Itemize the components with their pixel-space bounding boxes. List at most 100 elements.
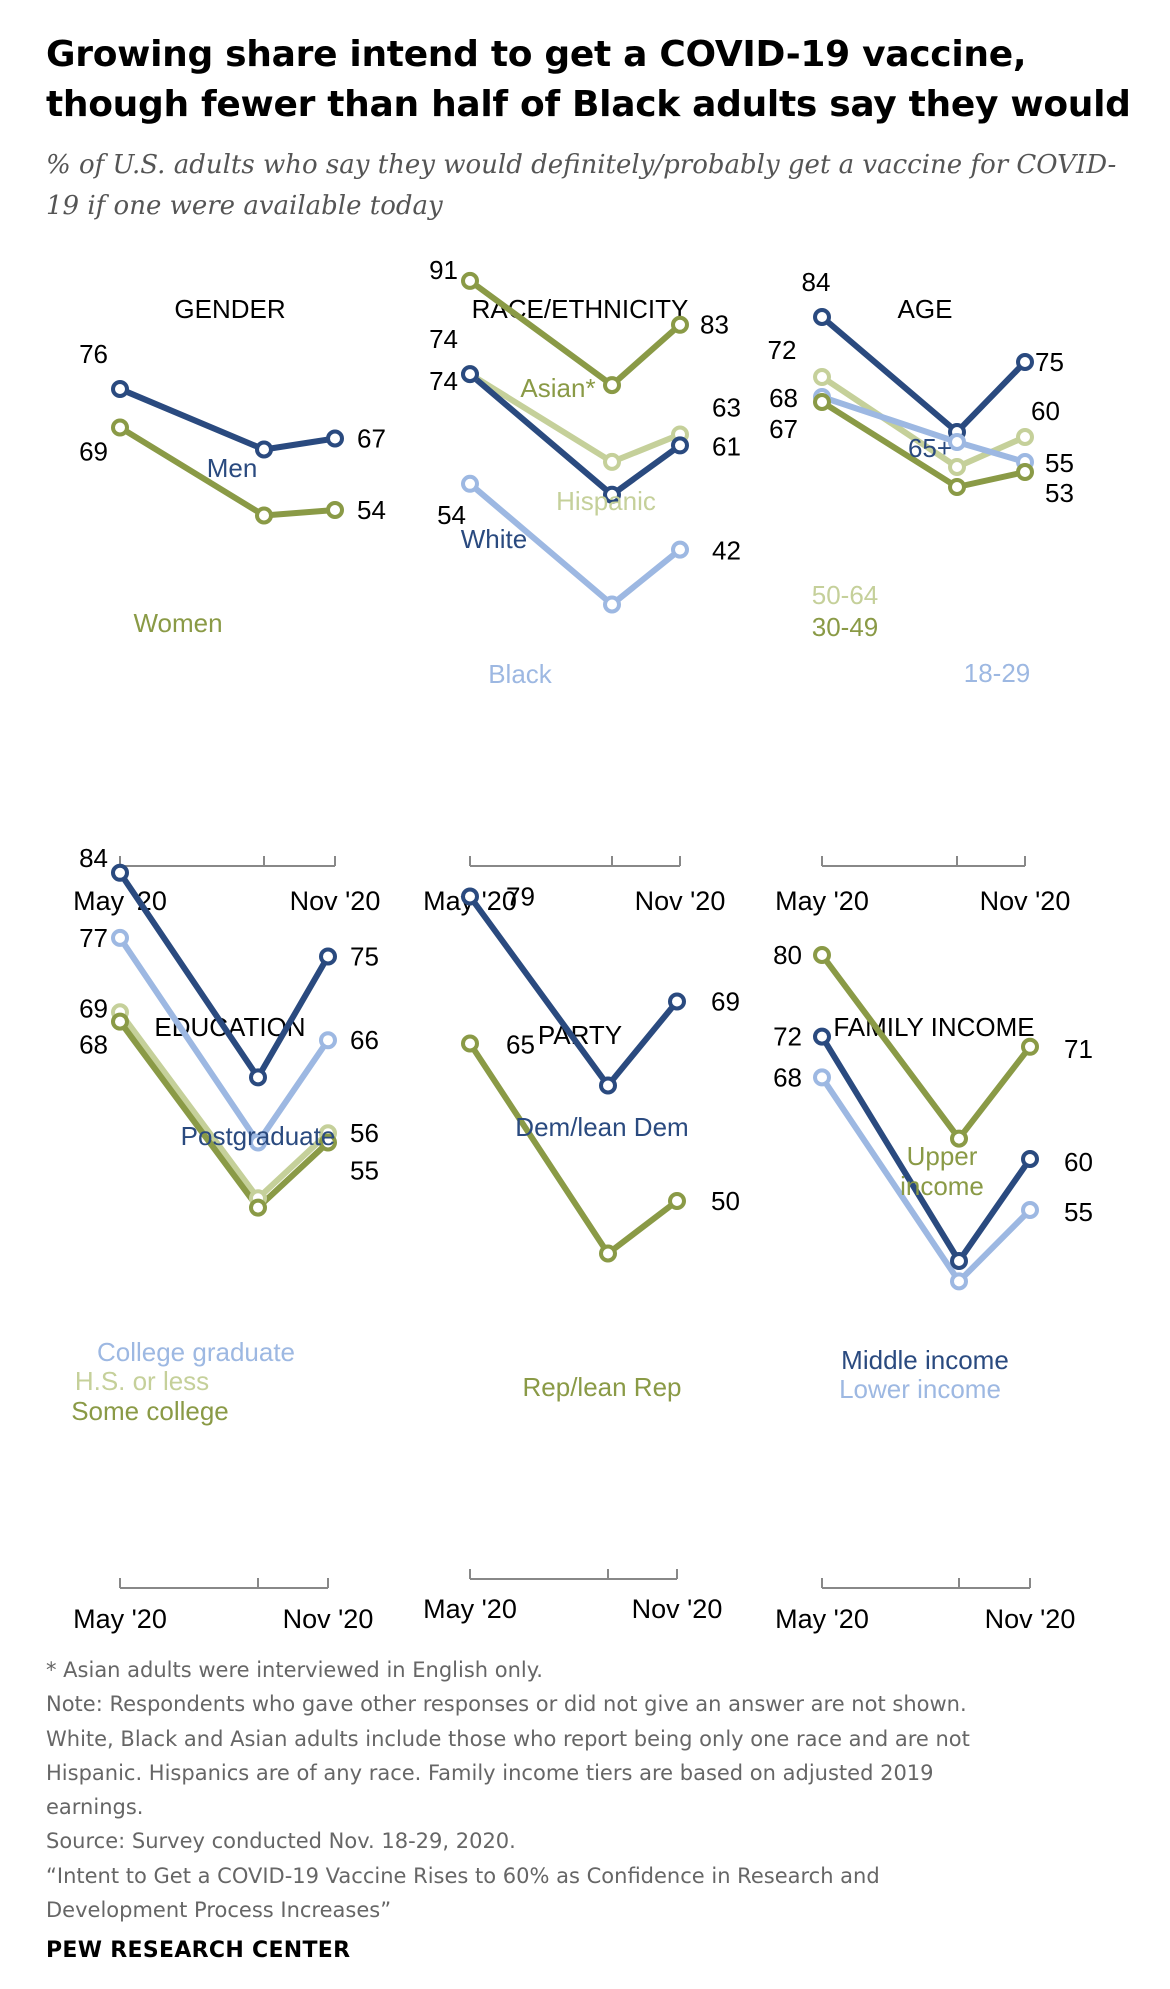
data-label: 71 [1064, 1034, 1093, 1064]
data-label: 72 [773, 1022, 802, 1052]
data-label: 54 [357, 495, 386, 525]
data-label: 72 [768, 335, 797, 365]
series-line-dem-lean-dem [467, 893, 680, 1089]
series-line-men [117, 386, 338, 453]
data-point-black [603, 595, 621, 614]
series-line-upper-income [819, 952, 1033, 1142]
data-point-18-29 [948, 433, 966, 451]
data-label: 77 [79, 923, 108, 953]
series-label-middle-income: Middle income [841, 1345, 1009, 1375]
x-tick-label: Nov '20 [283, 1604, 374, 1634]
data-label: 69 [79, 437, 108, 467]
series-label-college-graduate: College graduate [97, 1337, 295, 1367]
report-title-line: Development Process Increases” [46, 1898, 392, 1923]
brand-logo-text: PEW RESEARCH CENTER [46, 1938, 351, 1963]
series-label-rep-lean-rep: Rep/lean Rep [523, 1372, 682, 1402]
series-label-h-s-or-less: H.S. or less [75, 1366, 209, 1396]
chart-panel-gender: GENDER May '20 Nov '20 76 67 Men 69 54 Women [73, 294, 386, 916]
note-line: Hispanic. Hispanics are of any race. Fam… [46, 1760, 934, 1785]
data-label: 68 [769, 383, 798, 413]
x-tick-label: Nov '20 [290, 886, 381, 916]
data-point-middle-income [813, 1027, 831, 1046]
data-point-college-graduate [249, 1133, 267, 1152]
data-label: 67 [769, 414, 798, 444]
chart-subtitle: % of U.S. adults who say they would defi… [46, 150, 1117, 221]
series-label-18-29: 18-29 [964, 658, 1031, 688]
series-line-65 [819, 314, 1028, 435]
data-label: 80 [773, 940, 802, 970]
series-label-some-college: Some college [71, 1396, 229, 1426]
data-label: 65 [506, 1030, 535, 1060]
data-point-women [111, 418, 129, 437]
note-line: Note: Respondents who gave other respons… [46, 1692, 967, 1717]
x-tick-label: May '20 [73, 1604, 167, 1634]
notes-block: * Asian adults were interviewed in Engli… [46, 1653, 1146, 1927]
data-point-postgraduate [249, 1068, 267, 1087]
data-point-rep-lean-rep [599, 1244, 617, 1263]
data-label: 54 [437, 500, 466, 530]
series-label-postgraduate: Postgraduate [181, 1121, 336, 1151]
series-label-asian: Asian* [520, 373, 595, 403]
x-tick-label: May '20 [775, 1604, 869, 1634]
data-point-65 [813, 308, 831, 326]
x-tick-label: May '20 [423, 1594, 517, 1624]
data-point-upper-income [813, 946, 831, 964]
data-point-50-64 [813, 368, 831, 386]
data-point-rep-lean-rep [668, 1192, 686, 1210]
data-point-asian [461, 271, 479, 290]
data-label: 60 [1031, 396, 1060, 426]
series-label-men: Men [207, 453, 258, 483]
series-label-white: White [461, 524, 527, 554]
data-point-white [671, 436, 689, 455]
chart-panel-family-income: FAMILY INCOME May '20 Nov '20 80 71 Upper inco… [773, 940, 1093, 1634]
x-tick-label: Nov '20 [985, 1604, 1076, 1634]
data-label: 56 [350, 1118, 379, 1148]
data-point-30-49 [1016, 463, 1034, 481]
series-label-hispanic: Hispanic [556, 486, 656, 516]
data-point-postgraduate [111, 863, 129, 882]
series-label-upper-income: Upper income [900, 1141, 984, 1201]
data-point-50-64 [948, 458, 966, 476]
data-label: 69 [79, 993, 108, 1023]
x-tick-label: May '20 [775, 886, 869, 916]
x-tick-label: Nov '20 [980, 886, 1071, 916]
data-point-upper-income [1021, 1037, 1039, 1056]
data-label: 67 [357, 424, 386, 454]
chart-panel-age: AGE May '20 Nov '20 84 75 65+ 72 60 50-64 68 55 18-… [768, 267, 1074, 916]
data-point-men [111, 380, 129, 398]
data-point-middle-income [950, 1252, 968, 1270]
data-label: 83 [700, 310, 729, 340]
data-label: 68 [773, 1062, 802, 1092]
data-point-lower-income [813, 1068, 831, 1087]
series-label-dem-lean-dem: Dem/lean Dem [515, 1112, 688, 1142]
data-label: 75 [1035, 347, 1064, 377]
data-label: 55 [350, 1156, 379, 1186]
data-point-lower-income [1021, 1201, 1039, 1219]
data-label: 79 [506, 882, 535, 912]
data-point-rep-lean-rep [461, 1034, 479, 1053]
data-label: 84 [802, 267, 831, 297]
data-point-women [326, 501, 344, 519]
data-label: 53 [1045, 478, 1074, 508]
data-label: 75 [350, 942, 379, 972]
x-tick-label: Nov '20 [632, 1594, 723, 1624]
panel-title: AGE [898, 294, 953, 324]
data-label: 55 [1045, 448, 1074, 478]
data-point-black [671, 540, 689, 559]
data-label: 74 [429, 366, 458, 396]
report-title-line: “Intent to Get a COVID-19 Vaccine Rises … [46, 1863, 880, 1888]
x-tick-label: May '20 [73, 886, 167, 916]
panel-title: GENDER [174, 294, 285, 324]
data-label: 91 [429, 255, 458, 285]
series-line-rep-lean-rep [467, 1040, 680, 1257]
data-point-college-graduate [319, 1031, 337, 1050]
data-label: 60 [1064, 1147, 1093, 1177]
data-point-65 [1016, 353, 1034, 371]
data-point-upper-income [950, 1129, 968, 1148]
data-point-some-college [319, 1133, 337, 1152]
data-point-asian [603, 376, 621, 395]
data-label: 42 [712, 536, 741, 566]
data-label: 74 [429, 324, 458, 354]
